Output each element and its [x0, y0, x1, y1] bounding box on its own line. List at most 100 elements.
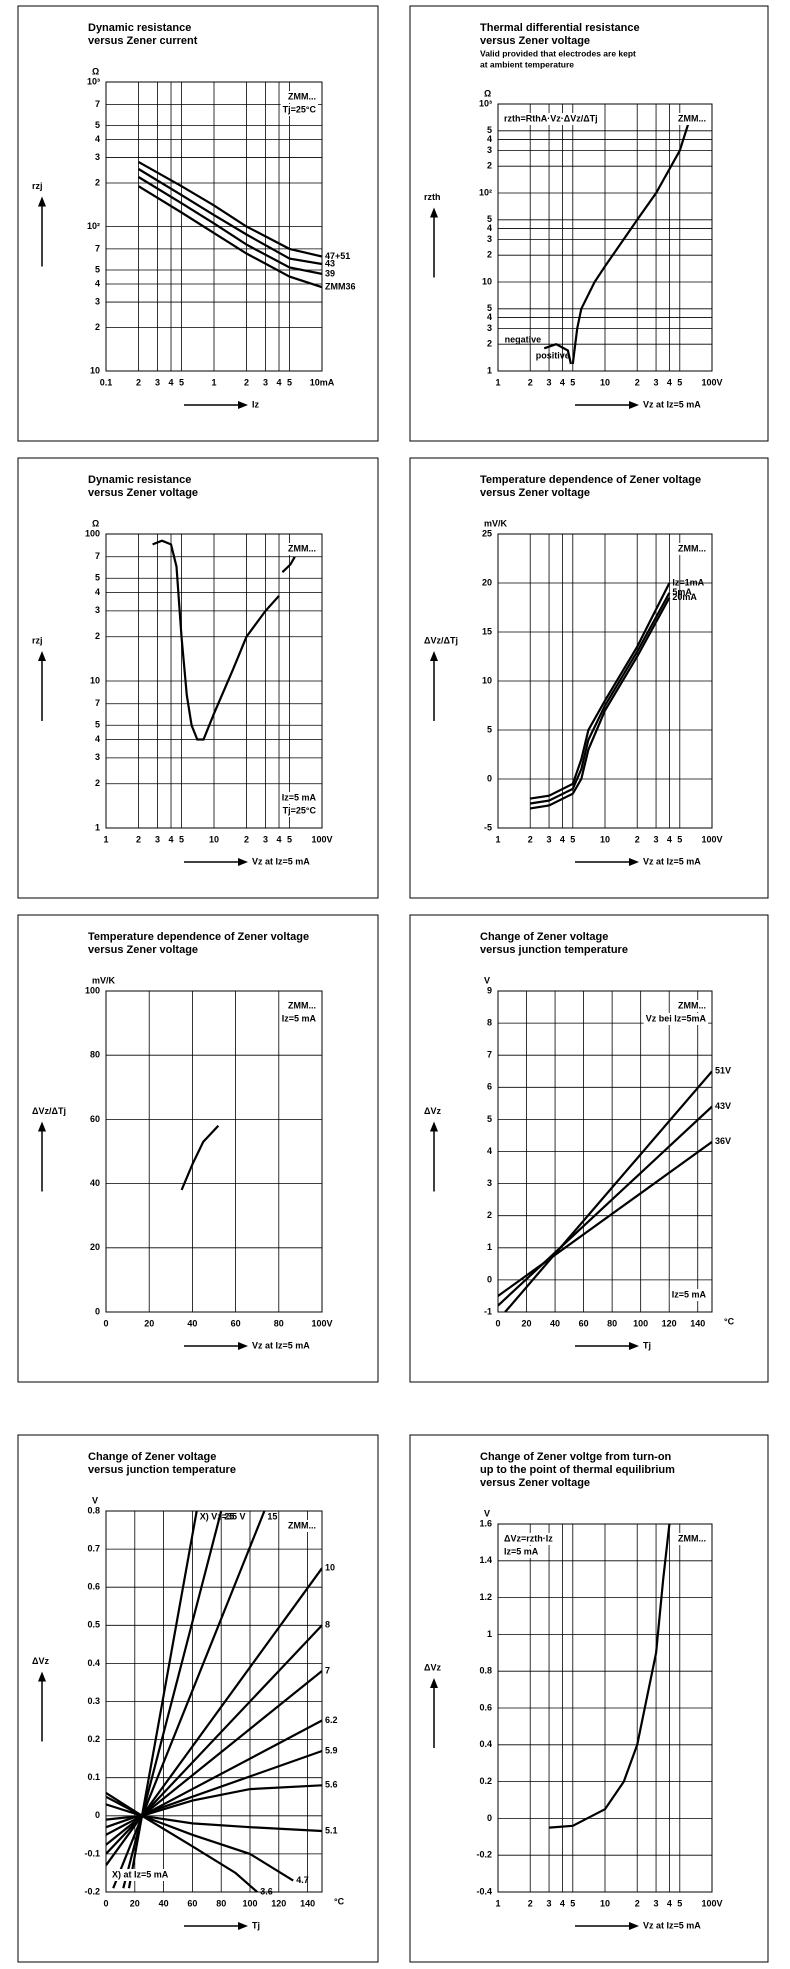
x-tick-label: 4	[667, 1898, 672, 1908]
y-tick-label: 2	[487, 250, 492, 260]
annotation-bg	[286, 91, 318, 103]
y-tick-label: 2	[95, 322, 100, 332]
x-tick-label: 10	[600, 1898, 610, 1908]
series-label: 5.6	[325, 1780, 338, 1790]
x-axis-label: Tj	[252, 1920, 260, 1930]
curve	[106, 1803, 322, 1833]
series-label: 10	[325, 1563, 335, 1573]
x-tick-label: 120	[662, 1318, 677, 1328]
annotation: X) at Iz=5 mA	[112, 1869, 169, 1879]
annotation-bg	[280, 104, 318, 116]
y-tick-label: 4	[487, 223, 492, 233]
y-tick-label: 8	[487, 1017, 492, 1027]
y-tick-label: 1.4	[479, 1555, 492, 1565]
curve	[152, 539, 280, 741]
chart-title: versus junction temperature	[480, 944, 628, 956]
y-tick-label: 5	[95, 720, 100, 730]
annotation: Tj=25°C	[283, 104, 317, 114]
plot-frame	[105, 533, 323, 829]
x-tick-label: 5	[179, 834, 184, 844]
y-tick-label: 20	[482, 577, 492, 587]
x-axis-label: Tj	[643, 1340, 651, 1350]
x-tick-label: 2	[244, 834, 249, 844]
y-axis-label: ΔVz	[424, 1662, 441, 1672]
y-tick-label: 0.8	[87, 1505, 100, 1515]
annotation-bg	[286, 1000, 318, 1012]
annotation: ΔVz=rzth·Iz	[504, 1533, 553, 1543]
x-tick-label: 100V	[311, 1318, 332, 1328]
y-tick-label: 7	[95, 698, 100, 708]
y-tick-label: 5	[95, 264, 100, 274]
chart-title: versus Zener voltage	[88, 944, 198, 956]
y-tick-label: 3	[487, 145, 492, 155]
curve	[543, 343, 572, 365]
x-tick-label: 60	[187, 1898, 197, 1908]
x-tick-label: 3	[155, 377, 160, 387]
x-tick-label: 100V	[701, 834, 722, 844]
annotation: ZMM...	[678, 1000, 706, 1010]
y-unit: Ω	[92, 66, 99, 76]
curve	[549, 1524, 671, 1829]
y-tick-label: 0.4	[479, 1739, 492, 1749]
series-label: 43	[325, 258, 335, 268]
x-arrow-head	[629, 858, 639, 866]
y-tick-label: 60	[90, 1114, 100, 1124]
y-tick-label: -1	[484, 1306, 492, 1316]
y-tick-label: -0.2	[84, 1886, 100, 1896]
y-tick-label: 0	[95, 1810, 100, 1820]
annotation-bg	[502, 113, 600, 125]
annotation-bg	[110, 1869, 171, 1881]
x-tick-label: 3	[155, 834, 160, 844]
annotation-bg	[286, 1520, 318, 1532]
x-tick-label: 5	[287, 377, 292, 387]
chart-title: versus Zener voltage	[88, 487, 198, 499]
y-tick-label: 0	[487, 1274, 492, 1284]
x-tick-label: 3	[263, 834, 268, 844]
chart-title: Dynamic resistance	[88, 474, 191, 486]
plot	[105, 1510, 323, 1893]
curve	[137, 168, 322, 266]
y-tick-label: 1	[95, 822, 100, 832]
y-tick-label: -0.4	[476, 1886, 492, 1896]
series-label: 5.9	[325, 1745, 338, 1755]
y-tick-label: 4	[95, 734, 100, 744]
y-tick-label: 0	[487, 1813, 492, 1823]
curve	[106, 1784, 322, 1821]
x-arrow-head	[238, 1922, 248, 1930]
annotation: Vz bei Iz=5mA	[646, 1013, 707, 1023]
y-tick-label: 100	[85, 528, 100, 538]
x-tick-label: 10mA	[310, 377, 335, 387]
x-tick-label: 3	[654, 1898, 659, 1908]
y-axis-label: ΔVz/ΔTj	[424, 635, 458, 645]
x-unit: °C	[334, 1896, 345, 1906]
x-tick-label: 80	[607, 1318, 617, 1328]
chart-title: Change of Zener voltage	[88, 1451, 216, 1463]
x-tick-label: 1	[495, 1898, 500, 1908]
y-tick-label: -5	[484, 822, 492, 832]
annotation: ZMM...	[678, 113, 706, 123]
x-tick-label: 20	[522, 1318, 532, 1328]
plot	[497, 103, 713, 372]
x-axis-label: Vz at Iz=5 mA	[643, 1920, 701, 1930]
y-unit: mV/K	[92, 975, 116, 985]
annotation: ZMM...	[288, 1000, 316, 1010]
y-tick-label: 4	[95, 278, 100, 288]
annotation: Iz=5 mA	[504, 1546, 539, 1556]
y-tick-label: 2	[487, 1210, 492, 1220]
y-tick-label: 2	[95, 631, 100, 641]
y-unit: V	[484, 1508, 490, 1518]
y-tick-label: 5	[487, 303, 492, 313]
curve	[281, 556, 296, 573]
curve	[571, 123, 690, 365]
series-label: 4.7	[296, 1875, 309, 1885]
y-tick-label: 10	[90, 675, 100, 685]
y-tick-label: 20	[90, 1242, 100, 1252]
y-tick-label: 6	[487, 1082, 492, 1092]
chart-subtitle: Valid provided that electrodes are kept	[480, 48, 636, 58]
annotation-bg	[279, 1013, 318, 1025]
series-label: 20mA	[672, 592, 697, 602]
y-tick-label: 2	[487, 161, 492, 171]
chart-title: versus Zener voltage	[480, 1477, 590, 1489]
y-tick-label: 5	[487, 1114, 492, 1124]
y-arrow-head	[38, 1121, 46, 1132]
